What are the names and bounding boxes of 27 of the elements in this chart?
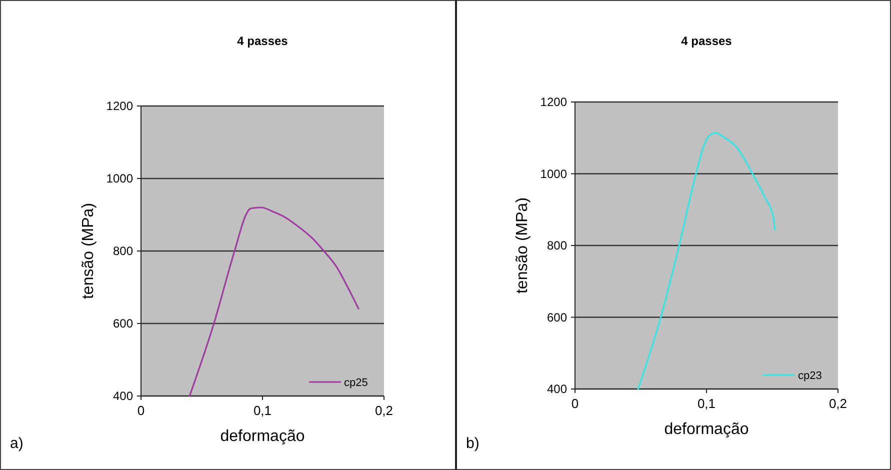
x-tick-label: 0 — [571, 396, 579, 411]
y-tick-label: 1200 — [106, 99, 134, 113]
x-tick-label: 0,1 — [253, 403, 272, 418]
y-tick-label: 1000 — [540, 166, 568, 181]
y-tick-label: 1200 — [540, 95, 568, 109]
text: b) — [466, 435, 480, 452]
y-axis-title: tensão (MPa) — [80, 202, 97, 300]
text: a) — [10, 435, 24, 452]
x-tick-label: 0,2 — [374, 403, 394, 418]
y-tick-label: 400 — [112, 389, 134, 403]
y-tick-label: 800 — [112, 244, 134, 258]
chart-title: 4 passes — [237, 34, 288, 48]
y-tick-label: 600 — [112, 316, 134, 330]
y-tick-label: 800 — [546, 238, 568, 252]
legend-label: cp25 — [344, 377, 368, 389]
y-axis-title: tensão (MPa) — [514, 197, 531, 294]
x-axis-title: deformação — [220, 428, 305, 445]
x-tick-label: 0,2 — [828, 396, 848, 411]
line-series — [637, 132, 776, 390]
y-tick-label: 400 — [546, 382, 568, 396]
x-tick-label: 0,1 — [697, 396, 716, 411]
legend-label: cp23 — [798, 370, 822, 382]
y-tick-label: 1000 — [106, 172, 134, 186]
chart-title: 4 passes — [681, 34, 732, 48]
y-tick-label: 600 — [546, 310, 568, 324]
x-tick-label: 0 — [137, 403, 145, 418]
x-axis-title: deformação — [664, 421, 749, 438]
